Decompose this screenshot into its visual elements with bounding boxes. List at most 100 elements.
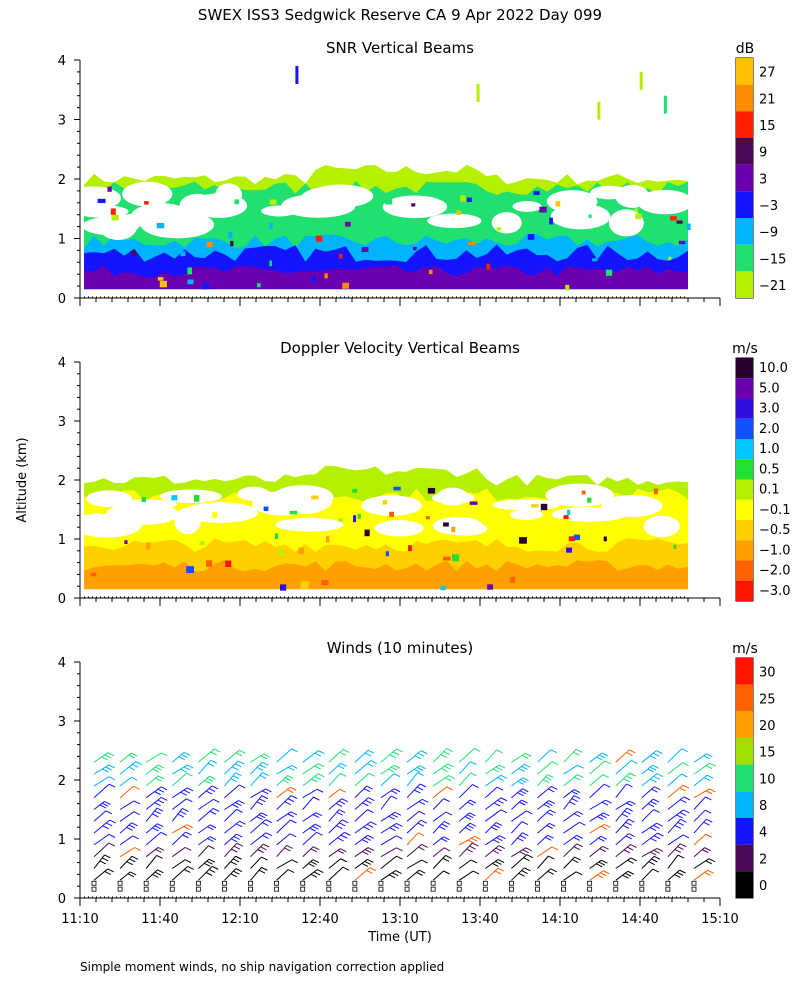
wind-barb-staff xyxy=(171,787,188,799)
wind-barb-staff xyxy=(250,843,264,858)
wind-barb-flag xyxy=(445,811,453,816)
wind-barb-staff xyxy=(589,799,606,810)
heatmap-speckle xyxy=(565,284,570,291)
wind-barb-staff xyxy=(537,749,552,763)
wind-barb-flag xyxy=(101,857,109,862)
wind-barb-flag xyxy=(135,761,142,766)
wind-barb-staff xyxy=(432,847,445,858)
wind-barb-staff xyxy=(406,819,422,834)
wind-barb-flag xyxy=(186,798,193,803)
wind-barb-flag xyxy=(519,801,526,806)
wind-barb-staff xyxy=(328,809,340,822)
wind-barb-flag xyxy=(420,819,428,824)
wind-barb-staff xyxy=(537,868,552,881)
heatmap-speckle xyxy=(456,210,461,215)
wind-barb-flag xyxy=(600,835,608,840)
heatmap-speckle xyxy=(202,283,210,290)
wind-barb-flag xyxy=(542,779,550,783)
wind-barb-staff xyxy=(276,786,291,799)
figure-title: SWEX ISS3 Sedgwick Reserve CA 9 Apr 2022… xyxy=(198,6,602,24)
wind-barb-staff xyxy=(119,855,133,869)
wind-barb-flag xyxy=(517,837,524,842)
wind-barb-staff xyxy=(250,867,262,881)
panel-title-snr: SNR Vertical Beams xyxy=(326,39,474,57)
wind-barb-flag xyxy=(209,810,217,815)
colorbar-swatch xyxy=(736,218,753,245)
wind-calm-marker xyxy=(535,880,540,886)
wind-barb-staff xyxy=(563,774,578,787)
y-tick-label: 0 xyxy=(58,592,66,607)
wind-barb-flag xyxy=(551,846,559,851)
wind-barb-flag xyxy=(603,870,610,875)
wind-barb-staff xyxy=(485,797,502,810)
wind-barb-staff xyxy=(354,847,369,858)
colorbar-swatch xyxy=(736,418,753,439)
heatmap-gap xyxy=(437,487,468,506)
colorbar-swatch xyxy=(736,58,753,85)
wind-barb-flag xyxy=(339,751,347,756)
wind-barb-flag xyxy=(574,776,581,781)
wind-barb-flag xyxy=(705,833,712,838)
wind-barb-flag xyxy=(259,774,267,779)
wind-barb-staff xyxy=(380,835,397,846)
wind-barb-staff xyxy=(119,822,132,834)
wind-barb-flag xyxy=(472,842,479,847)
wind-barb-flag xyxy=(545,836,552,841)
wind-calm-marker xyxy=(665,886,671,892)
wind-barb-staff xyxy=(589,783,605,799)
wind-barb-flag xyxy=(393,773,401,778)
heatmap-speckle xyxy=(230,240,234,247)
wind-barb-flag xyxy=(420,750,428,755)
wind-barb-flag xyxy=(548,788,555,793)
heatmap-speckle xyxy=(257,283,261,288)
wind-barb-flag xyxy=(187,865,194,870)
wind-barb-staff xyxy=(406,869,420,881)
heatmap-gap xyxy=(86,490,133,508)
colorbar-swatch xyxy=(736,84,753,112)
heatmap-speckle xyxy=(382,500,388,505)
wind-barb-staff xyxy=(224,760,239,775)
heatmap-speckle xyxy=(510,576,516,583)
wind-barb-staff xyxy=(589,845,603,858)
wind-barb-flag xyxy=(154,802,161,807)
wind-barb-flag xyxy=(605,799,612,804)
wind-barb-flag xyxy=(647,768,655,773)
y-tick-label: 2 xyxy=(58,774,66,789)
wind-barb-flag xyxy=(204,780,211,784)
wind-barb-flag xyxy=(282,779,289,784)
heatmap-gap xyxy=(427,213,482,229)
wind-barb-flag xyxy=(235,868,243,873)
wind-barb-flag xyxy=(681,748,688,753)
wind-barb-flag xyxy=(289,833,297,838)
wind-barb-staff xyxy=(250,795,263,810)
wind-barb-flag xyxy=(367,749,375,754)
colorbar-swatch xyxy=(736,764,753,792)
wind-barb-staff xyxy=(615,844,631,858)
wind-barb-flag xyxy=(549,822,556,827)
colorbar-swatch xyxy=(736,520,753,541)
wind-barb-flag xyxy=(284,847,291,852)
heatmap-speckle xyxy=(588,214,592,218)
wind-barb-staff xyxy=(302,859,314,869)
wind-calm-marker xyxy=(326,886,332,892)
wind-barb-flag xyxy=(261,866,268,871)
wind-barb-flag xyxy=(314,765,321,770)
wind-barb-flag xyxy=(393,788,401,793)
wind-barb-staff xyxy=(458,799,471,810)
x-tick-label: 14:40 xyxy=(621,912,658,927)
wind-barb-flag xyxy=(311,778,318,783)
wind-barb-staff xyxy=(119,811,135,822)
wind-barb-staff xyxy=(250,761,263,775)
wind-barb-staff xyxy=(145,807,158,822)
wind-barb-staff xyxy=(563,856,576,869)
wind-barb-flag xyxy=(258,814,266,819)
wind-barb-flag xyxy=(260,755,267,760)
wind-barb-flag xyxy=(444,765,451,770)
wind-barb-staff xyxy=(458,842,473,858)
wind-barb-flag xyxy=(258,869,266,874)
wind-calm-marker xyxy=(535,886,540,892)
colorbar-label: −21 xyxy=(759,279,786,294)
wind-barb-staff xyxy=(615,833,630,846)
wind-barb-flag xyxy=(519,790,527,795)
wind-barb-flag xyxy=(703,755,710,760)
